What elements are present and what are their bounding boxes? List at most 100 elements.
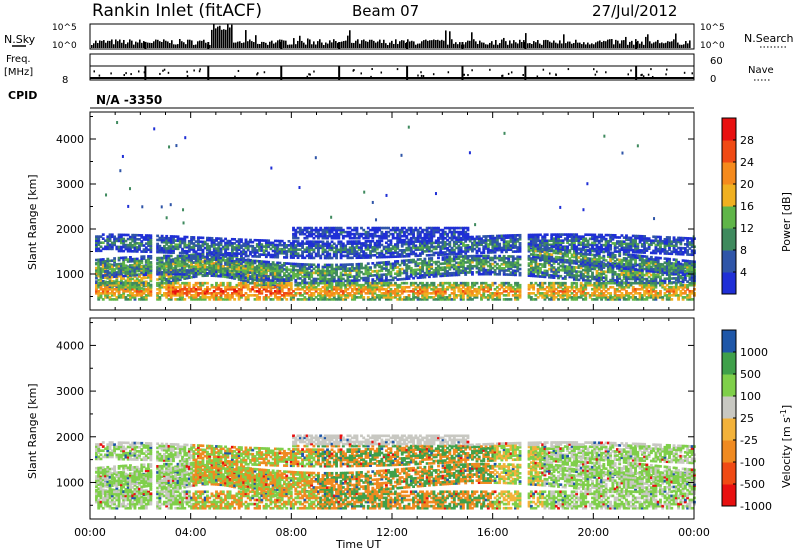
power-cell	[162, 238, 166, 242]
power-cell	[194, 255, 198, 258]
power-cell	[169, 287, 173, 291]
power-cell	[126, 247, 130, 251]
power-cell	[172, 266, 175, 270]
power-cell	[187, 292, 191, 295]
power-cell	[260, 284, 264, 287]
power-cell	[260, 245, 264, 248]
power-cell	[178, 272, 182, 276]
nsky-bar	[431, 40, 433, 48]
power-cell	[206, 238, 209, 242]
power-cell	[235, 283, 239, 287]
power-cell	[242, 272, 246, 276]
power-cell	[187, 285, 191, 289]
power-cell	[224, 259, 228, 262]
nsky-bar	[383, 39, 385, 48]
power-cell	[210, 285, 214, 289]
power-cell	[251, 267, 255, 271]
power-cell	[203, 273, 207, 277]
power-cell	[97, 270, 101, 274]
power-cell	[215, 274, 218, 278]
power-cell	[131, 245, 135, 249]
power-cell	[221, 256, 225, 260]
power-cell	[264, 276, 268, 280]
power-cell	[104, 270, 107, 273]
power-cell	[140, 267, 144, 271]
nsky-bar	[305, 44, 307, 48]
nave-point	[125, 72, 127, 75]
nsky-bar	[223, 29, 225, 48]
power-cell	[185, 271, 189, 274]
power-cell	[147, 269, 150, 272]
power-cell	[215, 298, 218, 301]
nave-point	[420, 74, 423, 77]
power-cell	[131, 243, 135, 247]
power-cell	[187, 283, 191, 287]
power-cell	[267, 251, 271, 255]
power-cell	[126, 298, 130, 301]
power-cell	[230, 294, 234, 297]
power-cell	[169, 292, 173, 295]
nsky-bar	[375, 42, 377, 48]
power-cell	[210, 260, 214, 263]
nsky-bar	[293, 38, 295, 48]
power-cell	[208, 298, 212, 301]
nsky-bar	[361, 40, 363, 48]
power-cell	[167, 254, 171, 258]
power-cell	[267, 241, 271, 245]
power-cell	[119, 281, 123, 285]
power-cell	[269, 273, 273, 276]
nave-point	[193, 69, 195, 72]
nsky-bar	[101, 40, 103, 48]
nsky-bar	[393, 43, 395, 48]
power-cell	[129, 298, 132, 301]
power-cell	[226, 265, 230, 269]
nsky-bar	[657, 39, 659, 48]
nsky-bar	[637, 40, 639, 48]
nsky-bar	[533, 41, 535, 48]
power-cell	[106, 241, 110, 245]
power-cell	[99, 277, 103, 281]
power-cell	[192, 244, 196, 247]
nsky-tick-bottom: 10^0	[52, 41, 77, 51]
nsky-bar	[609, 39, 611, 48]
power-cell	[122, 264, 126, 268]
nsky-bar	[659, 43, 661, 48]
nsky-bar	[639, 43, 641, 48]
power-cell	[149, 244, 153, 248]
nave-point	[420, 71, 422, 74]
power-cell	[97, 294, 101, 297]
power-cell	[97, 260, 101, 264]
power-cell	[228, 254, 232, 257]
power-cell	[113, 239, 117, 243]
freq-marks	[90, 66, 694, 80]
power-cell	[269, 241, 273, 245]
power-cell	[167, 245, 171, 248]
power-cell	[276, 287, 280, 291]
power-cell	[187, 246, 191, 249]
power-cell	[183, 249, 187, 253]
power-cell	[174, 270, 178, 274]
power-cell	[144, 287, 148, 291]
power-cell	[237, 270, 241, 274]
power-cell	[267, 283, 271, 287]
power-cell	[110, 241, 114, 245]
power-cell	[178, 239, 182, 243]
nsky-bar	[359, 43, 361, 48]
power-cell	[190, 298, 194, 301]
nsky-bar	[687, 43, 689, 48]
power-cell	[219, 272, 223, 276]
power-cell	[242, 269, 246, 272]
power-cell	[255, 238, 259, 242]
power-cell	[110, 275, 114, 279]
power-cell	[142, 257, 146, 260]
nsky-bar	[113, 44, 115, 48]
power-cell	[174, 294, 178, 297]
power-cell	[258, 266, 261, 269]
power-cell	[258, 255, 261, 258]
power-cell	[178, 245, 182, 249]
power-cell	[190, 257, 194, 260]
power-cell	[224, 267, 228, 270]
power-cell	[219, 247, 223, 251]
power-cell	[190, 238, 194, 241]
